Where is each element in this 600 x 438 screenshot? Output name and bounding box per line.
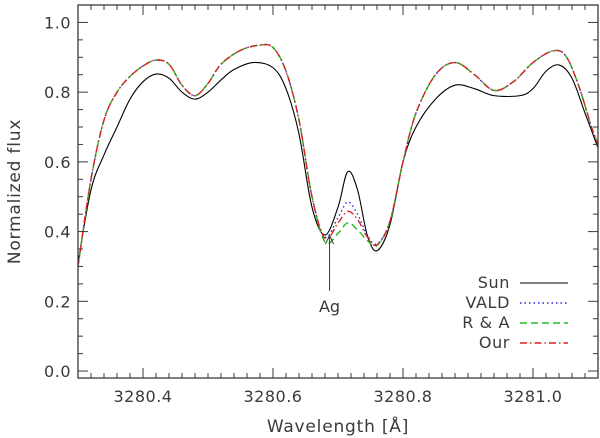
annotation: Ag	[319, 233, 340, 316]
x-tick-label: 3280.6	[244, 387, 303, 406]
ag-annotation-label: Ag	[319, 297, 340, 316]
y-tick-label: 0.6	[44, 153, 71, 172]
legend-label: R & A	[462, 313, 510, 332]
plot-frame	[77, 4, 599, 379]
y-tick-label: 1.0	[44, 13, 71, 32]
legend-label: Our	[479, 333, 510, 352]
x-tick-label: 3281.0	[504, 387, 563, 406]
series-layer	[78, 43, 598, 267]
legend-label: VALD	[465, 293, 510, 312]
y-tick-label: 0.2	[44, 292, 71, 311]
y-tick-label: 0.8	[44, 83, 71, 102]
legend-label: Sun	[478, 273, 510, 292]
y-axis-label: Normalized flux	[5, 119, 25, 264]
series-line-sun	[78, 61, 598, 264]
x-axis-label: Wavelength [Å]	[267, 415, 409, 437]
axis-ticks: 3280.4 3280.6 3280.8 3281.0 0.0 0.2 0.4 0.6 0.8 1…	[44, 5, 599, 406]
x-tick-label: 3280.4	[114, 387, 173, 406]
series-line-r-a	[78, 43, 598, 267]
y-tick-label: 0.0	[44, 362, 71, 381]
y-tick-label: 0.4	[44, 223, 71, 242]
ag-arrow-head	[325, 233, 335, 245]
x-tick-label: 3280.8	[374, 387, 433, 406]
